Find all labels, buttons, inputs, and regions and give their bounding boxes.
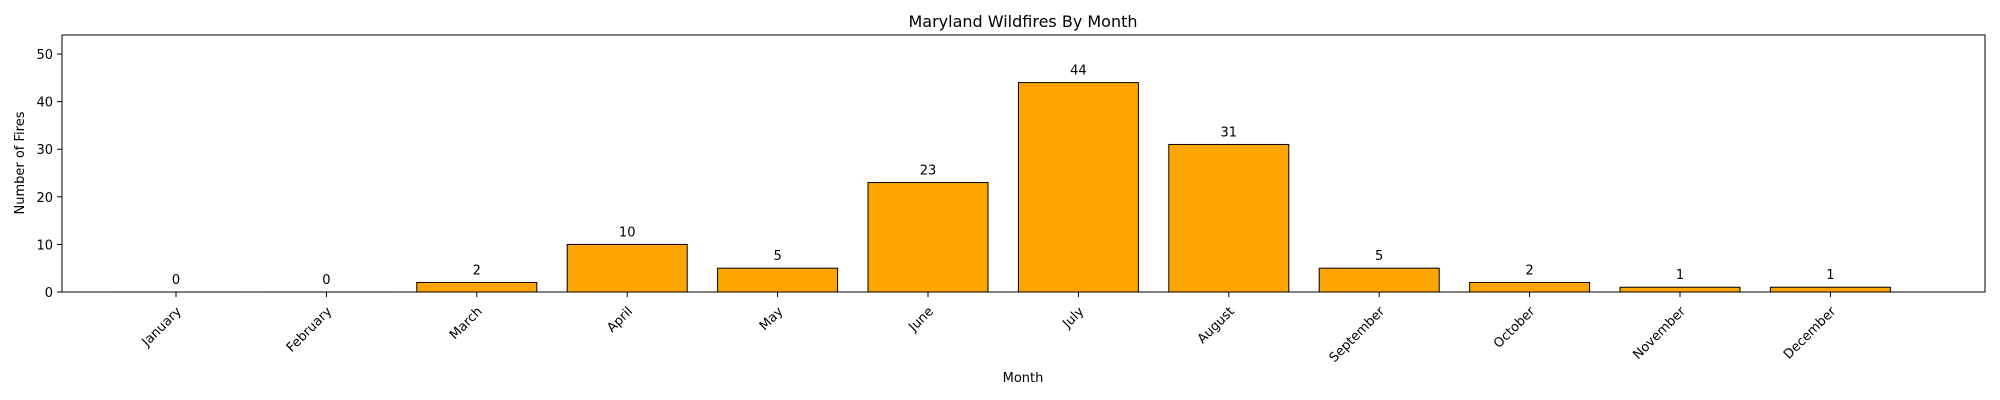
bars-group	[115, 82, 1891, 293]
x-axis: January February March April May June July Augu…	[139, 292, 1840, 366]
data-labels-group: 0 0 2 10 5 23 44 31 5 2 1 1	[172, 64, 1835, 288]
y-tick-label: 0	[45, 286, 53, 301]
y-tick-label: 30	[36, 143, 53, 158]
y-tick-label: 20	[36, 191, 53, 206]
data-label-september: 5	[1375, 249, 1383, 264]
data-label-march: 2	[473, 263, 481, 278]
x-tick-label: January	[139, 304, 185, 350]
data-label-november: 1	[1676, 268, 1684, 283]
data-label-june: 23	[920, 164, 937, 179]
x-tick-label: November	[1630, 304, 1689, 363]
x-axis-label: Month	[1003, 371, 1044, 386]
bar-november	[1619, 286, 1741, 293]
bar-september	[1318, 267, 1440, 293]
data-label-january: 0	[172, 273, 180, 288]
bar-june	[867, 182, 989, 293]
data-label-april: 10	[619, 225, 636, 240]
data-label-october: 2	[1525, 263, 1533, 278]
y-axis: 0 10 20 30 40 50	[36, 48, 62, 301]
y-tick-label: 40	[36, 96, 53, 111]
x-tick-label: May	[757, 304, 787, 334]
bar-may	[717, 267, 839, 293]
y-axis-label: Number of Fires	[13, 111, 28, 214]
x-tick-label: June	[905, 304, 936, 335]
data-label-may: 5	[773, 249, 781, 264]
bar-october	[1469, 281, 1591, 293]
x-tick-label: October	[1491, 304, 1539, 352]
x-tick-label: September	[1327, 304, 1389, 366]
x-tick-label: August	[1195, 304, 1238, 347]
x-tick-label: July	[1059, 304, 1087, 332]
data-label-december: 1	[1826, 268, 1834, 283]
data-label-august: 31	[1221, 125, 1238, 140]
bar-april	[566, 243, 688, 293]
x-tick-label: December	[1781, 304, 1840, 363]
y-tick-label: 10	[36, 238, 53, 253]
x-tick-label: March	[447, 304, 486, 343]
bar-july	[1017, 82, 1139, 293]
bar-december	[1769, 286, 1891, 293]
x-tick-label: February	[284, 304, 336, 356]
plot-frame	[61, 34, 1986, 293]
y-tick-label: 50	[36, 48, 53, 63]
data-label-february: 0	[322, 273, 330, 288]
bar-august	[1168, 143, 1290, 293]
chart-title: Maryland Wildfires By Month	[908, 12, 1137, 31]
x-tick-label: April	[604, 304, 636, 336]
bar-march	[416, 281, 538, 293]
data-label-july: 44	[1070, 64, 1087, 79]
